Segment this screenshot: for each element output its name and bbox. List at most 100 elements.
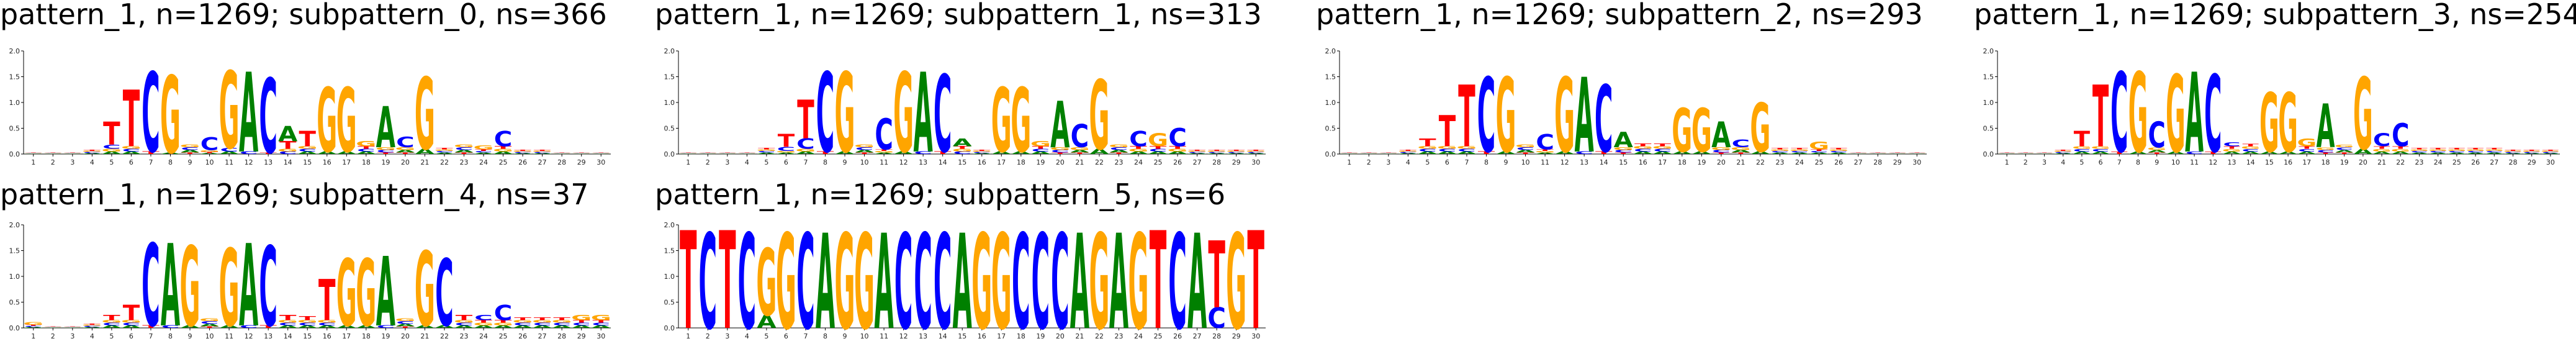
- panel-title: pattern_1, n=1269; subpattern_5, ns=6: [655, 178, 1226, 211]
- logo-letter-c: C: [533, 152, 552, 153]
- x-tick-label: 5: [764, 332, 768, 340]
- panel-title: pattern_1, n=1269; subpattern_1, ns=313: [655, 0, 1262, 31]
- logo-letter-t: T: [84, 324, 101, 325]
- logo-letter-t: T: [397, 152, 414, 155]
- logo-letter-t: T: [1811, 149, 1828, 152]
- x-tick-label: 17: [997, 158, 1006, 166]
- logo-letter-t: T: [64, 325, 81, 326]
- logo-letter-t: T: [1536, 149, 1554, 152]
- x-tick-label: 30: [1912, 158, 1921, 166]
- y-tick-label: 1.0: [9, 99, 20, 107]
- logo-letter-a: A: [1614, 127, 1633, 152]
- x-tick-label: 9: [188, 332, 192, 340]
- logo-letter-g: G: [1535, 150, 1556, 153]
- logo-letter-g: G: [2372, 148, 2392, 152]
- logo-panel-subpattern-2: pattern_1, n=1269; subpattern_2, ns=293 …: [1316, 0, 1937, 177]
- logo-letter-t: T: [534, 150, 551, 152]
- logo-letter-g: G: [415, 58, 435, 173]
- logo-letter-a: A: [1050, 89, 1070, 163]
- logo-letter-c: C: [777, 146, 796, 153]
- logo-letter-t: T: [2392, 145, 2409, 150]
- logo-letter-t: T: [1228, 150, 1245, 152]
- logo-letter-c: C: [1595, 66, 1613, 173]
- logo-letter-c: C: [298, 148, 317, 153]
- logo-letter-c: C: [1012, 206, 1030, 354]
- logo-letter-g: G: [795, 148, 816, 153]
- x-tick-label: 1: [686, 158, 690, 166]
- logo-letter-a: A: [356, 325, 376, 329]
- logo-letter-c: C: [102, 322, 121, 327]
- logo-letter-a: A: [1653, 151, 1673, 155]
- logo-letter-c: C: [1207, 152, 1226, 153]
- logo-letter-t: T: [797, 89, 814, 152]
- x-tick-label: 18: [1017, 158, 1025, 166]
- logo-letter-c: C: [934, 206, 952, 354]
- logo-letter-c: C: [1227, 152, 1246, 153]
- x-tick-label: 10: [860, 332, 869, 340]
- logo-letter-g: G: [737, 152, 757, 153]
- x-tick-label: 10: [205, 158, 214, 166]
- logo-letter-a: A: [718, 153, 737, 154]
- x-tick-label: 18: [362, 332, 371, 340]
- x-tick-label: 19: [381, 158, 390, 166]
- logo-letter-a: A: [894, 151, 914, 155]
- logo-letter-c: C: [1051, 206, 1070, 354]
- x-tick-label: 16: [978, 158, 986, 166]
- x-tick-label: 14: [284, 158, 292, 166]
- logo-letter-c: C: [2410, 151, 2428, 153]
- logo-letter-a: A: [552, 325, 572, 329]
- logo-letter-g: G: [1339, 152, 1359, 153]
- logo-letter-g: G: [376, 147, 396, 151]
- logo-letter-g: G: [1128, 206, 1148, 354]
- logo-letter-t: T: [1713, 152, 1730, 155]
- logo-letter-a: A: [2129, 151, 2148, 155]
- x-tick-label: 27: [1193, 158, 1202, 166]
- logo-letter-a: A: [2391, 151, 2410, 155]
- logo-letter-c: C: [1575, 151, 1593, 155]
- logo-letter-g: G: [2072, 145, 2092, 150]
- logo-letter-a: A: [2091, 151, 2110, 155]
- logo-letter-a: A: [493, 151, 513, 155]
- logo-letter-a: A: [376, 238, 395, 348]
- logo-letter-g: G: [317, 70, 337, 173]
- logo-letter-c: C: [2186, 151, 2203, 155]
- y-tick-label: 0.5: [664, 125, 675, 133]
- logo-letter-t: T: [279, 314, 297, 322]
- logo-letter-g: G: [2316, 147, 2336, 151]
- logo-letter-t: T: [2017, 152, 2034, 153]
- logo-letter-t: T: [817, 151, 834, 155]
- x-tick-label: 28: [557, 158, 566, 166]
- y-tick-label: 1.0: [9, 273, 20, 281]
- logo-letter-t: T: [1478, 151, 1495, 155]
- logo-letter-g: G: [532, 151, 552, 153]
- y-tick-label: 0.0: [9, 150, 20, 158]
- logo-letter-g: G: [1168, 148, 1188, 153]
- logo-letter-t: T: [2505, 150, 2521, 152]
- logo-letter-a: A: [220, 325, 240, 329]
- logo-letter-t: T: [299, 315, 316, 322]
- logo-letter-g: G: [1207, 151, 1227, 153]
- logo-letter-t: T: [84, 150, 101, 152]
- logo-letter-a: A: [454, 149, 474, 153]
- x-tick-label: 3: [725, 332, 729, 340]
- x-tick-label: 19: [381, 332, 390, 340]
- logo-letter-a: A: [953, 206, 972, 354]
- logo-letter-a: A: [2354, 148, 2372, 156]
- x-tick-label: 23: [1115, 158, 1124, 166]
- logo-letter-g: G: [1417, 145, 1438, 150]
- logo-letter-c: C: [1032, 148, 1050, 153]
- logo-letter-g: G: [43, 326, 63, 327]
- logo-letter-g: G: [101, 319, 122, 324]
- logo-letter-c: C: [816, 50, 835, 178]
- logo-letter-g: G: [2091, 145, 2110, 150]
- logo-letter-t: T: [2055, 150, 2072, 152]
- logo-letter-g: G: [571, 152, 592, 153]
- logo-letter-c: C: [279, 322, 297, 327]
- x-tick-label: 29: [1893, 158, 1902, 166]
- logo-letter-a: A: [1128, 151, 1148, 155]
- logo-letter-g: G: [1456, 145, 1477, 150]
- logo-letter-g: G: [571, 314, 592, 322]
- logo-letter-a: A: [1868, 153, 1888, 154]
- logo-letter-t: T: [1247, 150, 1264, 152]
- logo-letter-t: T: [875, 149, 893, 152]
